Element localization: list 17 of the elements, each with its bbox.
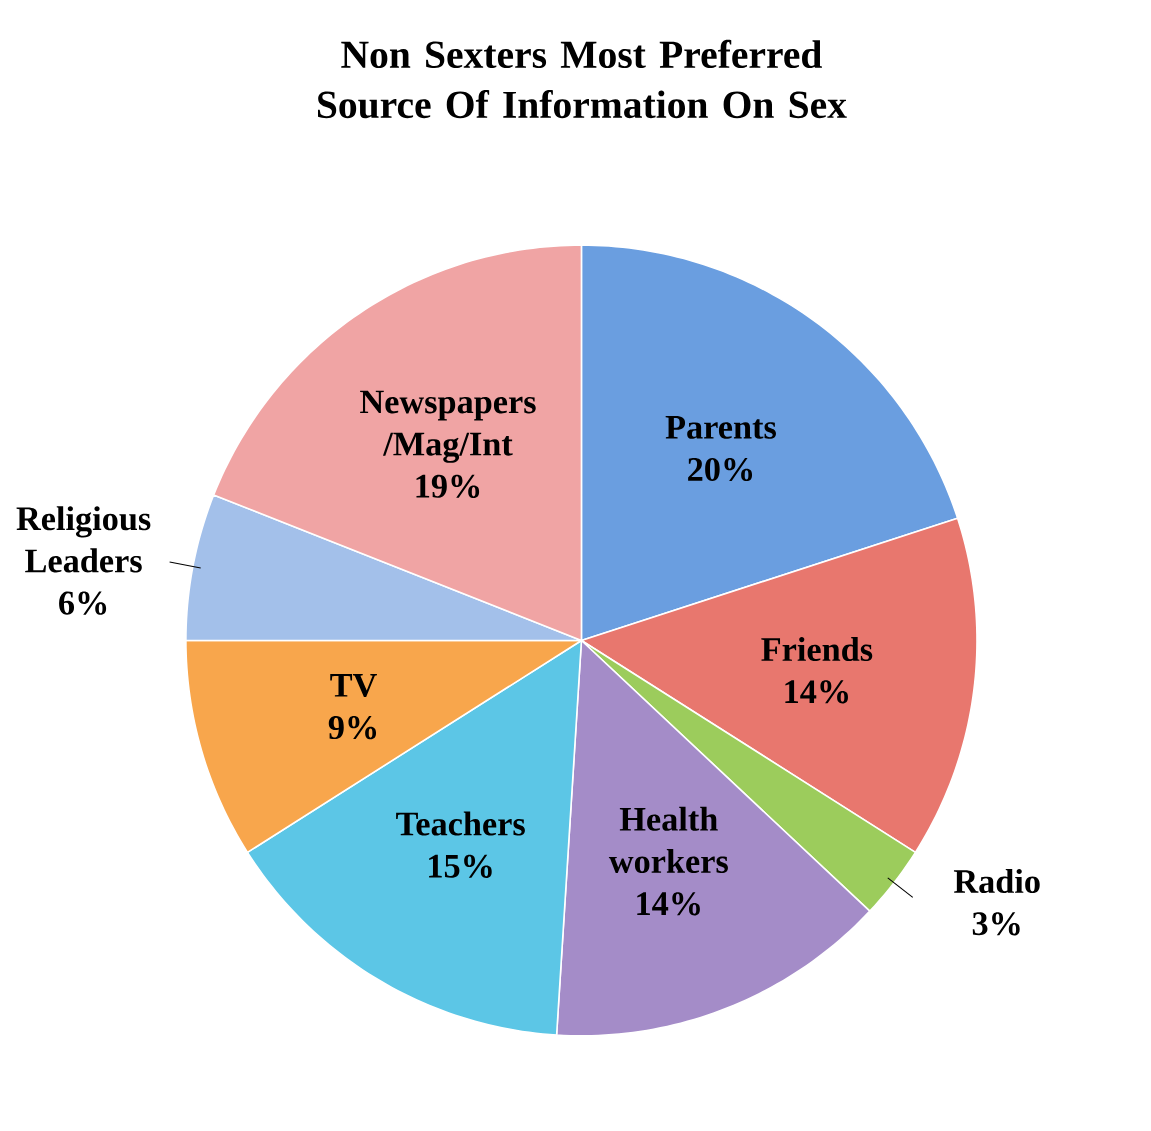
data-label: 3% [972, 912, 1020, 936]
data-label: 15% [429, 854, 492, 878]
data-label: 9% [328, 716, 377, 740]
slice-label: Newspapers /Mag/Int [360, 390, 536, 463]
slice-label: Radio [953, 869, 1040, 894]
slice-label: Parents [665, 416, 776, 439]
slice-label: Religious Leaders [16, 506, 151, 573]
slice-label: Teachers [396, 811, 525, 836]
slice-label: Health workers [608, 806, 728, 874]
data-label: 20% [688, 458, 753, 482]
data-label: 19% [416, 474, 480, 499]
slice-label: TV [330, 674, 377, 698]
data-label: 14% [637, 892, 700, 916]
data-label: 14% [785, 680, 848, 704]
chart-title: Non Sexters Most Preferred Source Of Information On Sex [318, 39, 847, 119]
data-label: 6% [59, 591, 107, 615]
slice-label: Friends [761, 637, 873, 662]
